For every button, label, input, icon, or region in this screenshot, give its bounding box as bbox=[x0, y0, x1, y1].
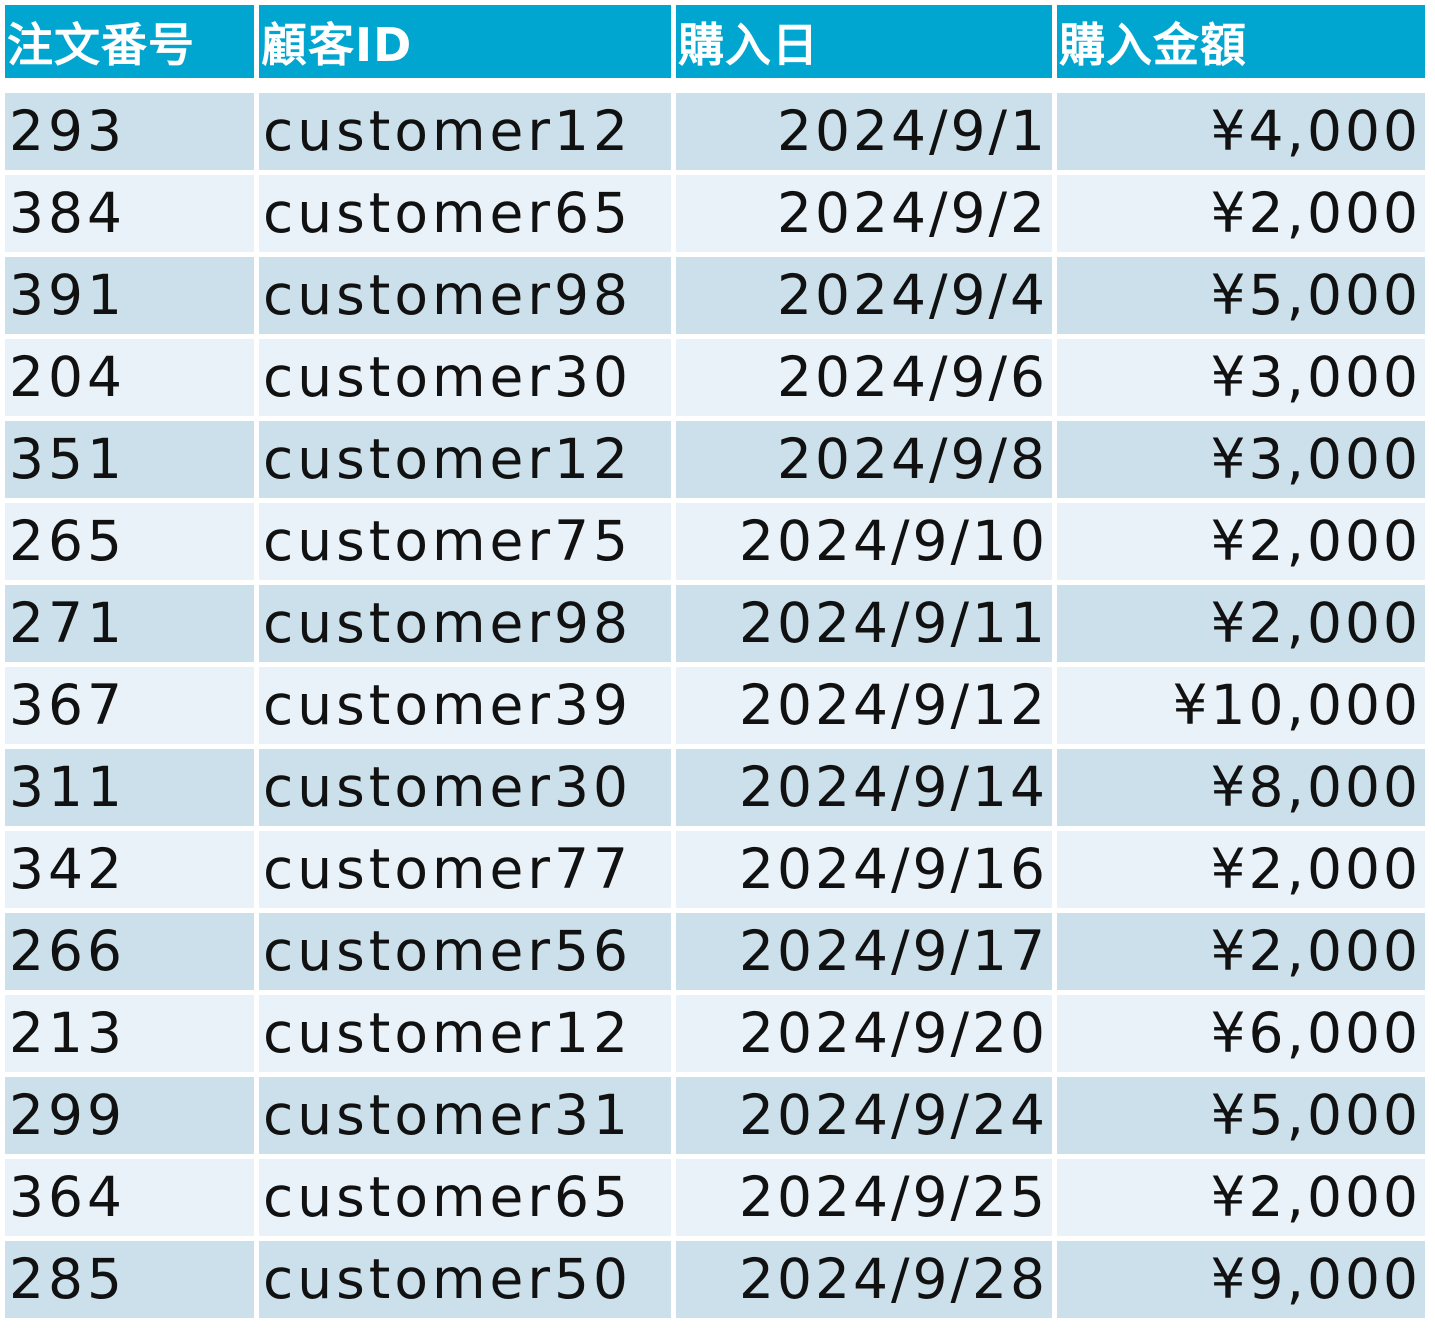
order-number-cell[interactable]: 265 bbox=[5, 503, 254, 580]
order-number-cell[interactable]: 311 bbox=[5, 749, 254, 826]
header-customer-id: 顧客ID bbox=[259, 5, 671, 78]
table-row: 367 customer39 2024/9/12 ¥10,000 bbox=[5, 667, 1425, 744]
purchase-amount-cell[interactable]: ¥2,000 bbox=[1057, 503, 1425, 580]
purchase-date-cell[interactable]: 2024/9/2 bbox=[676, 175, 1052, 252]
table-row: 351 customer12 2024/9/8 ¥3,000 bbox=[5, 421, 1425, 498]
purchase-amount-cell[interactable]: ¥6,000 bbox=[1057, 995, 1425, 1072]
order-number-cell[interactable]: 266 bbox=[5, 913, 254, 990]
purchase-date-cell[interactable]: 2024/9/20 bbox=[676, 995, 1052, 1072]
purchase-date-cell[interactable]: 2024/9/12 bbox=[676, 667, 1052, 744]
purchase-amount-cell[interactable]: ¥10,000 bbox=[1057, 667, 1425, 744]
table-row: 271 customer98 2024/9/11 ¥2,000 bbox=[5, 585, 1425, 662]
purchase-amount-cell[interactable]: ¥5,000 bbox=[1057, 257, 1425, 334]
table-row: 384 customer65 2024/9/2 ¥2,000 bbox=[5, 175, 1425, 252]
customer-id-cell[interactable]: customer50 bbox=[259, 1241, 671, 1318]
order-number-cell[interactable]: 384 bbox=[5, 175, 254, 252]
table-row: 342 customer77 2024/9/16 ¥2,000 bbox=[5, 831, 1425, 908]
customer-id-cell[interactable]: customer98 bbox=[259, 585, 671, 662]
purchase-amount-cell[interactable]: ¥8,000 bbox=[1057, 749, 1425, 826]
order-number-cell[interactable]: 351 bbox=[5, 421, 254, 498]
customer-id-cell[interactable]: customer77 bbox=[259, 831, 671, 908]
table-row: 299 customer31 2024/9/24 ¥5,000 bbox=[5, 1077, 1425, 1154]
table-row: 364 customer65 2024/9/25 ¥2,000 bbox=[5, 1159, 1425, 1236]
purchase-amount-cell[interactable]: ¥3,000 bbox=[1057, 339, 1425, 416]
customer-id-cell[interactable]: customer65 bbox=[259, 1159, 671, 1236]
customer-id-cell[interactable]: customer30 bbox=[259, 339, 671, 416]
header-gap-cell bbox=[5, 83, 1425, 88]
purchase-date-cell[interactable]: 2024/9/25 bbox=[676, 1159, 1052, 1236]
purchase-date-cell[interactable]: 2024/9/24 bbox=[676, 1077, 1052, 1154]
customer-id-cell[interactable]: customer12 bbox=[259, 995, 671, 1072]
customer-id-cell[interactable]: customer31 bbox=[259, 1077, 671, 1154]
table-body: 293 customer12 2024/9/1 ¥4,000 384 customer65… bbox=[5, 83, 1425, 1318]
purchase-amount-cell[interactable]: ¥2,000 bbox=[1057, 831, 1425, 908]
customer-id-cell[interactable]: customer39 bbox=[259, 667, 671, 744]
purchase-amount-cell[interactable]: ¥3,000 bbox=[1057, 421, 1425, 498]
table-row: 285 customer50 2024/9/28 ¥9,000 bbox=[5, 1241, 1425, 1318]
purchase-amount-cell[interactable]: ¥2,000 bbox=[1057, 1159, 1425, 1236]
order-number-cell[interactable]: 213 bbox=[5, 995, 254, 1072]
purchase-date-cell[interactable]: 2024/9/16 bbox=[676, 831, 1052, 908]
purchase-amount-cell[interactable]: ¥4,000 bbox=[1057, 93, 1425, 170]
order-number-cell[interactable]: 299 bbox=[5, 1077, 254, 1154]
order-number-cell[interactable]: 367 bbox=[5, 667, 254, 744]
purchase-amount-cell[interactable]: ¥5,000 bbox=[1057, 1077, 1425, 1154]
purchase-date-cell[interactable]: 2024/9/6 bbox=[676, 339, 1052, 416]
table-header: 注文番号 顧客ID 購入日 購入金額 bbox=[5, 5, 1425, 78]
customer-id-cell[interactable]: customer12 bbox=[259, 421, 671, 498]
purchase-date-cell[interactable]: 2024/9/1 bbox=[676, 93, 1052, 170]
header-purchase-date: 購入日 bbox=[676, 5, 1052, 78]
purchase-date-cell[interactable]: 2024/9/17 bbox=[676, 913, 1052, 990]
header-gap bbox=[5, 83, 1425, 88]
purchase-amount-cell[interactable]: ¥9,000 bbox=[1057, 1241, 1425, 1318]
table-row: 391 customer98 2024/9/4 ¥5,000 bbox=[5, 257, 1425, 334]
header-purchase-amount: 購入金額 bbox=[1057, 5, 1425, 78]
order-number-cell[interactable]: 204 bbox=[5, 339, 254, 416]
order-number-cell[interactable]: 285 bbox=[5, 1241, 254, 1318]
table-row: 204 customer30 2024/9/6 ¥3,000 bbox=[5, 339, 1425, 416]
customer-id-cell[interactable]: customer30 bbox=[259, 749, 671, 826]
customer-id-cell[interactable]: customer12 bbox=[259, 93, 671, 170]
purchase-date-cell[interactable]: 2024/9/11 bbox=[676, 585, 1052, 662]
customer-id-cell[interactable]: customer75 bbox=[259, 503, 671, 580]
purchase-date-cell[interactable]: 2024/9/8 bbox=[676, 421, 1052, 498]
table-row: 265 customer75 2024/9/10 ¥2,000 bbox=[5, 503, 1425, 580]
order-number-cell[interactable]: 293 bbox=[5, 93, 254, 170]
purchase-date-cell[interactable]: 2024/9/28 bbox=[676, 1241, 1052, 1318]
order-number-cell[interactable]: 271 bbox=[5, 585, 254, 662]
purchase-date-cell[interactable]: 2024/9/4 bbox=[676, 257, 1052, 334]
table-row: 213 customer12 2024/9/20 ¥6,000 bbox=[5, 995, 1425, 1072]
table-row: 293 customer12 2024/9/1 ¥4,000 bbox=[5, 93, 1425, 170]
table-row: 266 customer56 2024/9/17 ¥2,000 bbox=[5, 913, 1425, 990]
purchase-date-cell[interactable]: 2024/9/14 bbox=[676, 749, 1052, 826]
customer-id-cell[interactable]: customer56 bbox=[259, 913, 671, 990]
table-row: 311 customer30 2024/9/14 ¥8,000 bbox=[5, 749, 1425, 826]
purchase-date-cell[interactable]: 2024/9/10 bbox=[676, 503, 1052, 580]
header-order-number: 注文番号 bbox=[5, 5, 254, 78]
purchase-amount-cell[interactable]: ¥2,000 bbox=[1057, 913, 1425, 990]
customer-id-cell[interactable]: customer65 bbox=[259, 175, 671, 252]
purchase-amount-cell[interactable]: ¥2,000 bbox=[1057, 175, 1425, 252]
order-number-cell[interactable]: 342 bbox=[5, 831, 254, 908]
order-number-cell[interactable]: 391 bbox=[5, 257, 254, 334]
purchase-amount-cell[interactable]: ¥2,000 bbox=[1057, 585, 1425, 662]
header-row: 注文番号 顧客ID 購入日 購入金額 bbox=[5, 5, 1425, 78]
customer-id-cell[interactable]: customer98 bbox=[259, 257, 671, 334]
order-number-cell[interactable]: 364 bbox=[5, 1159, 254, 1236]
